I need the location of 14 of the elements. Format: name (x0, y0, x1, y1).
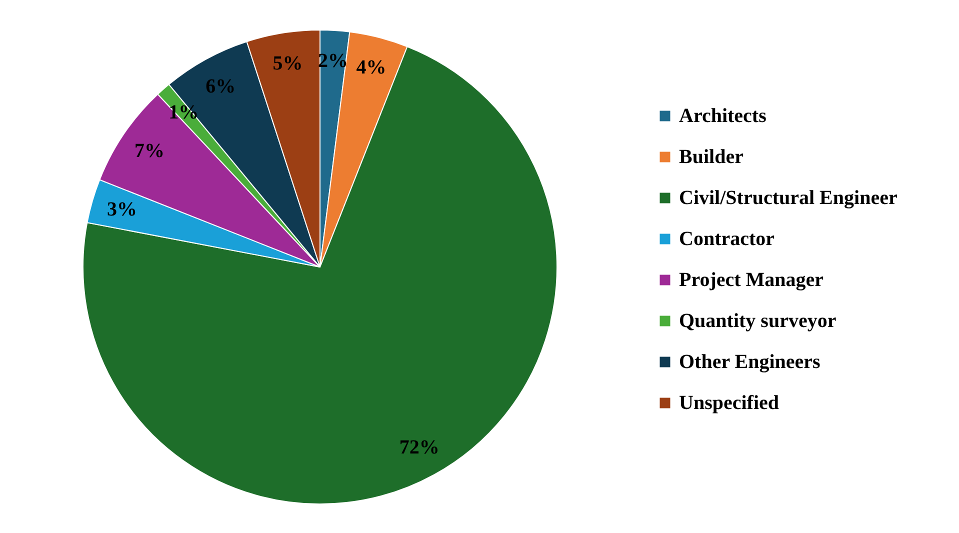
legend-label: Unspecified (679, 392, 779, 414)
legend-label: Architects (679, 105, 767, 127)
legend-label: Project Manager (679, 269, 824, 291)
data-label: 7% (134, 140, 164, 162)
legend-label: Quantity surveyor (679, 310, 836, 332)
data-label: 72% (399, 436, 440, 459)
legend-label: Civil/Structural Engineer (679, 187, 898, 209)
legend-label: Contractor (679, 228, 775, 250)
data-label: 6% (206, 75, 236, 98)
legend-label: Builder (679, 146, 744, 168)
data-label: 5% (272, 52, 303, 74)
data-label: 4% (356, 56, 386, 78)
data-label: 3% (106, 198, 137, 220)
legend-label: Other Engineers (679, 351, 821, 373)
